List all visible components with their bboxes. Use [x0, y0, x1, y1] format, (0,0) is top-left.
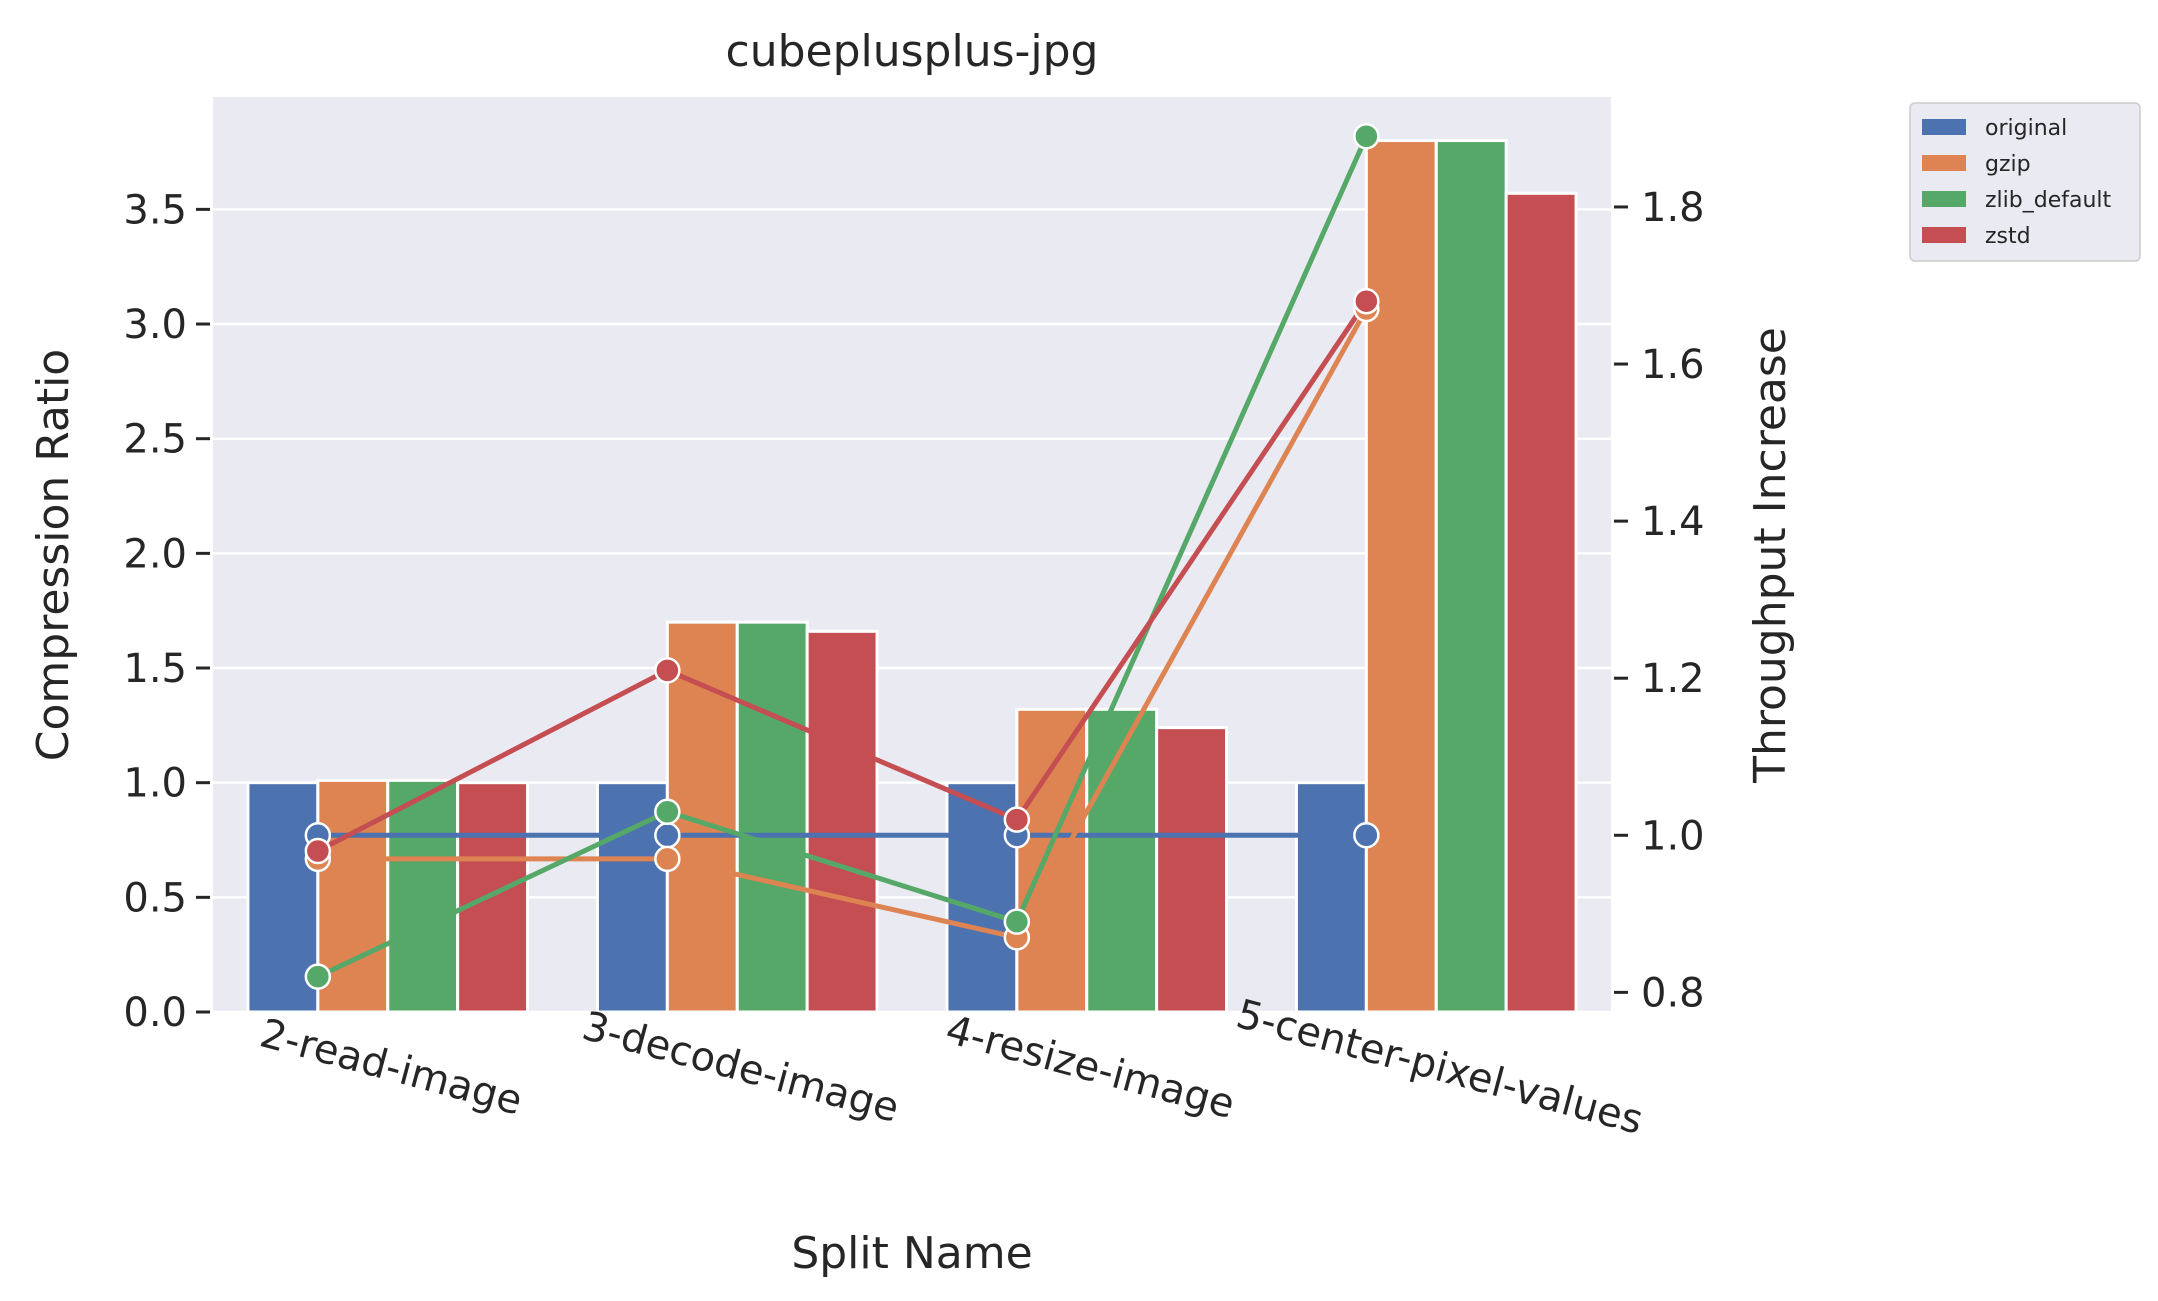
bar-zlib_default	[1434, 139, 1508, 1014]
right-axis: 0.8 1.0 1.2 1.4 1.6 1.8	[1614, 185, 1705, 1016]
point-zstd	[1003, 806, 1031, 833]
bar-zstd	[1155, 726, 1229, 1014]
y-tick-label: 0.0	[123, 990, 187, 1036]
legend-swatch-zlib_default	[1922, 191, 1966, 207]
point-original	[654, 822, 681, 849]
x-tick-label: 4-resize-image	[941, 1007, 1239, 1128]
bar-zstd	[456, 781, 530, 1014]
bar-gzip	[1364, 139, 1438, 1014]
x-tick-label: 5-center-pixel-values	[1232, 991, 1648, 1144]
legend-frame	[1909, 102, 2141, 262]
y-tick-label: 2.0	[123, 531, 187, 577]
y2-tick-label: 1.4	[1641, 499, 1705, 545]
point-zstd	[304, 837, 332, 865]
point-gzip	[654, 845, 681, 873]
x-axis: 2-read-image 3-decode-image 4-resize-image…	[255, 991, 1647, 1144]
point-zlib_default	[1003, 908, 1031, 935]
bar-zstd	[1504, 191, 1578, 1014]
point-zlib_default	[654, 798, 681, 825]
bar-zstd	[805, 629, 879, 1014]
line-zlib_default	[316, 135, 1369, 979]
y2-tick-label: 1.0	[1641, 813, 1705, 859]
bar-zlib_default	[1085, 707, 1159, 1014]
throughput-markers	[304, 123, 1380, 990]
legend-swatch-zstd	[1922, 227, 1966, 243]
left-axis: 0.0 0.5 1.0 1.5 2.0 2.5 3.0 3.5	[123, 187, 210, 1036]
point-zstd	[1353, 287, 1380, 315]
y2-tick-label: 1.8	[1641, 185, 1705, 231]
throughput-lines	[316, 135, 1369, 979]
y-axis-label: Compression Ratio	[28, 349, 79, 761]
legend-label-zstd: zstd	[1985, 224, 2031, 249]
line-zstd	[316, 299, 1369, 854]
y-tick-label: 1.0	[123, 761, 187, 807]
bar-gzip	[1015, 707, 1089, 1014]
point-zlib_default	[1353, 123, 1380, 150]
bar-zlib_default	[735, 620, 809, 1014]
y-tick-label: 2.5	[123, 417, 187, 463]
x-axis-label: Split Name	[791, 1228, 1032, 1279]
x-tick-label: 3-decode-image	[578, 1003, 904, 1132]
y2-tick-label: 1.6	[1641, 342, 1705, 388]
bar-original	[595, 781, 669, 1014]
y-tick-label: 0.5	[123, 875, 187, 921]
y-tick-label: 3.5	[123, 187, 187, 233]
point-zlib_default	[304, 963, 332, 990]
legend-label-original: original	[1985, 116, 2067, 141]
legend-swatch-original	[1922, 119, 1966, 135]
legend-label-zlib_default: zlib_default	[1985, 188, 2112, 213]
bar-original	[1294, 781, 1368, 1014]
point-original	[1353, 822, 1380, 849]
line-gzip	[317, 307, 1369, 940]
y2-tick-label: 0.8	[1641, 970, 1705, 1016]
legend-swatch-gzip	[1922, 155, 1966, 171]
legend-label-gzip: gzip	[1985, 152, 2031, 177]
y-tick-label: 1.5	[123, 646, 187, 692]
y2-axis-label: Throughput Increase	[1745, 327, 1796, 784]
y2-tick-label: 1.2	[1641, 656, 1705, 702]
point-zstd	[654, 657, 681, 684]
bar-zlib_default	[386, 778, 460, 1014]
y-tick-label: 3.0	[123, 302, 187, 348]
x-tick-label: 2-read-image	[255, 1010, 527, 1124]
chart-title: cubeplusplus-jpg	[726, 26, 1099, 77]
